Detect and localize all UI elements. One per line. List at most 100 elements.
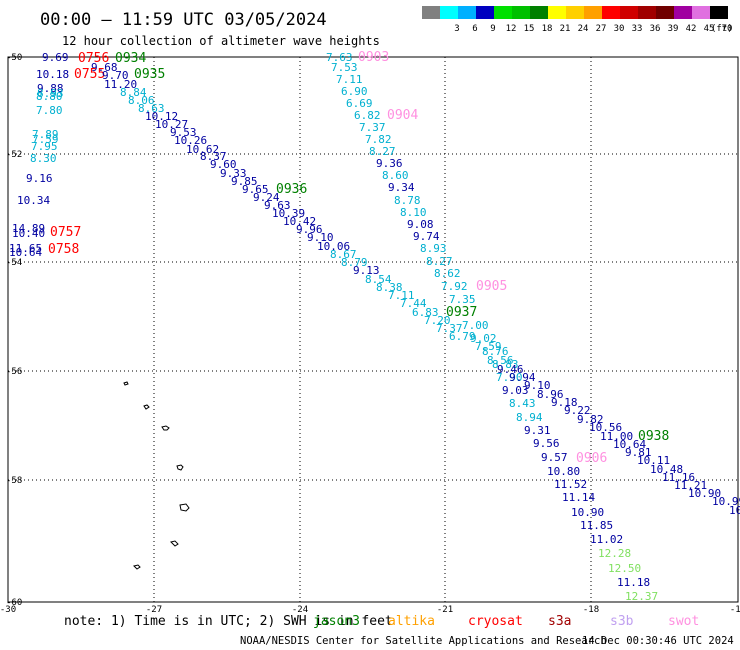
- footer-note: note: 1) Time is in UTC; 2) SWH is in fe…: [64, 614, 393, 629]
- colorbar-swatch: [566, 6, 584, 19]
- wave-height-value: 10.26: [174, 134, 207, 147]
- wave-height-value: 9.24: [253, 191, 280, 204]
- pass-time-label: 0755: [74, 67, 105, 82]
- latitude-tick-label: -54: [6, 258, 22, 268]
- colorbar-label: 70: [722, 24, 733, 34]
- page-subtitle: 12 hour collection of altimeter wave hei…: [62, 34, 380, 48]
- wave-height-value: 9.34: [388, 181, 415, 194]
- colorbar-swatch: [620, 6, 638, 19]
- map-frame: [7, 56, 739, 603]
- wave-height-value: 8.80: [36, 90, 63, 103]
- pass-time-label: 0936: [276, 182, 307, 197]
- wave-height-value: 11.20: [104, 78, 137, 91]
- wave-height-value: 9.81: [625, 446, 652, 459]
- wave-height-value: 8.06: [128, 94, 155, 107]
- wave-height-value: 9.53: [170, 126, 197, 139]
- wave-height-value: 11.52: [554, 478, 587, 491]
- wave-height-value: 10.90: [571, 506, 604, 519]
- wave-height-value: 9.16: [26, 172, 53, 185]
- wave-height-value: 8.27: [426, 255, 453, 268]
- wave-height-value: 9.68: [91, 61, 118, 74]
- colorbar-label: 3: [454, 24, 459, 34]
- pass-time-label: 0937: [446, 305, 477, 320]
- island-outline: [161, 425, 170, 431]
- island-outline: [123, 381, 129, 386]
- wave-height-value: 7.59: [475, 340, 502, 353]
- wave-height-value: 9.02: [470, 332, 497, 345]
- wave-height-value: 10.06: [317, 240, 350, 253]
- wave-height-value: 7.89: [32, 128, 59, 141]
- wave-height-value: 11.85: [580, 519, 613, 532]
- wave-height-value: 7.37: [436, 322, 463, 335]
- colorbar-swatch: [512, 6, 530, 19]
- wave-height-value: 7.11: [336, 73, 363, 86]
- colorbar-swatch: [584, 6, 602, 19]
- colorbar-swatch: [548, 6, 566, 19]
- wave-height-value: 12.37: [625, 590, 658, 603]
- wave-height-value: 9.03: [502, 384, 529, 397]
- pass-time-label: 0756: [78, 51, 109, 66]
- longitude-tick-label: -21: [437, 605, 453, 615]
- longitude-tick-label: -18: [583, 605, 599, 615]
- colorbar-label: 33: [632, 24, 643, 34]
- wave-height-value: 10.40: [12, 227, 45, 240]
- wave-height-value: 9.33: [220, 167, 247, 180]
- colorbar-swatch: [458, 6, 476, 19]
- wave-height-value: 7.53: [331, 61, 358, 74]
- wave-height-value: 9.10: [524, 379, 551, 392]
- mission-legend-item: altika: [388, 614, 435, 629]
- graticule: -30 -27 -24 -21 -18 -15 -50 -52 -54 -56 -58 -60: [0, 53, 740, 615]
- mission-legend-item: s3b: [610, 614, 634, 629]
- wave-height-value: 10.62: [186, 143, 219, 156]
- pass-time-label: 0934: [115, 51, 146, 66]
- page-title: 00:00 – 11:59 UTC 03/05/2024: [40, 10, 327, 30]
- wave-height-value: 7.95: [31, 140, 58, 153]
- wave-height-value: 10.64: [613, 438, 646, 451]
- pass-time-label: 0904: [387, 108, 418, 123]
- wave-height-value: 10: [729, 504, 740, 517]
- wave-height-value: 9.74: [413, 230, 440, 243]
- wave-height-value: 8.76: [482, 345, 509, 358]
- pass-time-label: 0757: [50, 225, 81, 240]
- wave-height-value: 9.82: [577, 413, 604, 426]
- wave-height-value: 8.27: [369, 145, 396, 158]
- wave-height-value: 7.92: [441, 280, 468, 293]
- longitude-tick-label: -24: [292, 605, 308, 615]
- mission-legend-item: swot: [668, 614, 699, 629]
- wave-height-value: 9.94: [509, 371, 536, 384]
- colorbar-swatch: [494, 6, 512, 19]
- wave-height-value: 7.11: [388, 289, 415, 302]
- wave-height-value: 8.30: [30, 152, 57, 165]
- wave-height-value: 10.34: [17, 194, 50, 207]
- wave-height-value: 9.31: [524, 424, 551, 437]
- wave-height-value: 9.65: [242, 183, 269, 196]
- island-outline: [143, 404, 150, 410]
- pass-time-label: 0905: [476, 279, 507, 294]
- colorbar-swatch: [476, 6, 494, 19]
- wave-height-value: 10.80: [547, 465, 580, 478]
- wave-height-value: 10.27: [155, 118, 188, 131]
- wave-height-value: 8.94: [516, 411, 543, 424]
- wave-height-value: 6.90: [341, 85, 368, 98]
- wave-height-value: 10.64: [9, 246, 42, 259]
- wave-height-value: 9.18: [551, 396, 578, 409]
- mission-legend: jason3 altika cryosat s3a s3b swot: [313, 614, 699, 629]
- latitude-tick-label: -56: [6, 367, 22, 377]
- colorbar-label: 12: [506, 24, 517, 34]
- wave-height-value: 10.39: [272, 207, 305, 220]
- pass-time-label: 0938: [638, 429, 669, 444]
- wave-height-value: 7.82: [365, 133, 392, 146]
- wave-height-value: 9.57: [541, 451, 568, 464]
- colorbar-label: 27: [596, 24, 607, 34]
- wave-height-value: 10.99: [712, 495, 740, 508]
- wave-height-value: 9.08: [407, 218, 434, 231]
- colorbar-label: 39: [668, 24, 679, 34]
- latitude-tick-label: -52: [6, 150, 22, 160]
- colorbar-unit: (ft): [711, 24, 733, 34]
- colorbar-label: 24: [578, 24, 589, 34]
- wave-height-value: 6.79: [449, 330, 476, 343]
- pass-time-label: 0935: [134, 67, 165, 82]
- wave-height-value: 9.96: [296, 223, 323, 236]
- generated-timestamp: 14 Dec 00:30:46 UTC 2024: [582, 635, 734, 647]
